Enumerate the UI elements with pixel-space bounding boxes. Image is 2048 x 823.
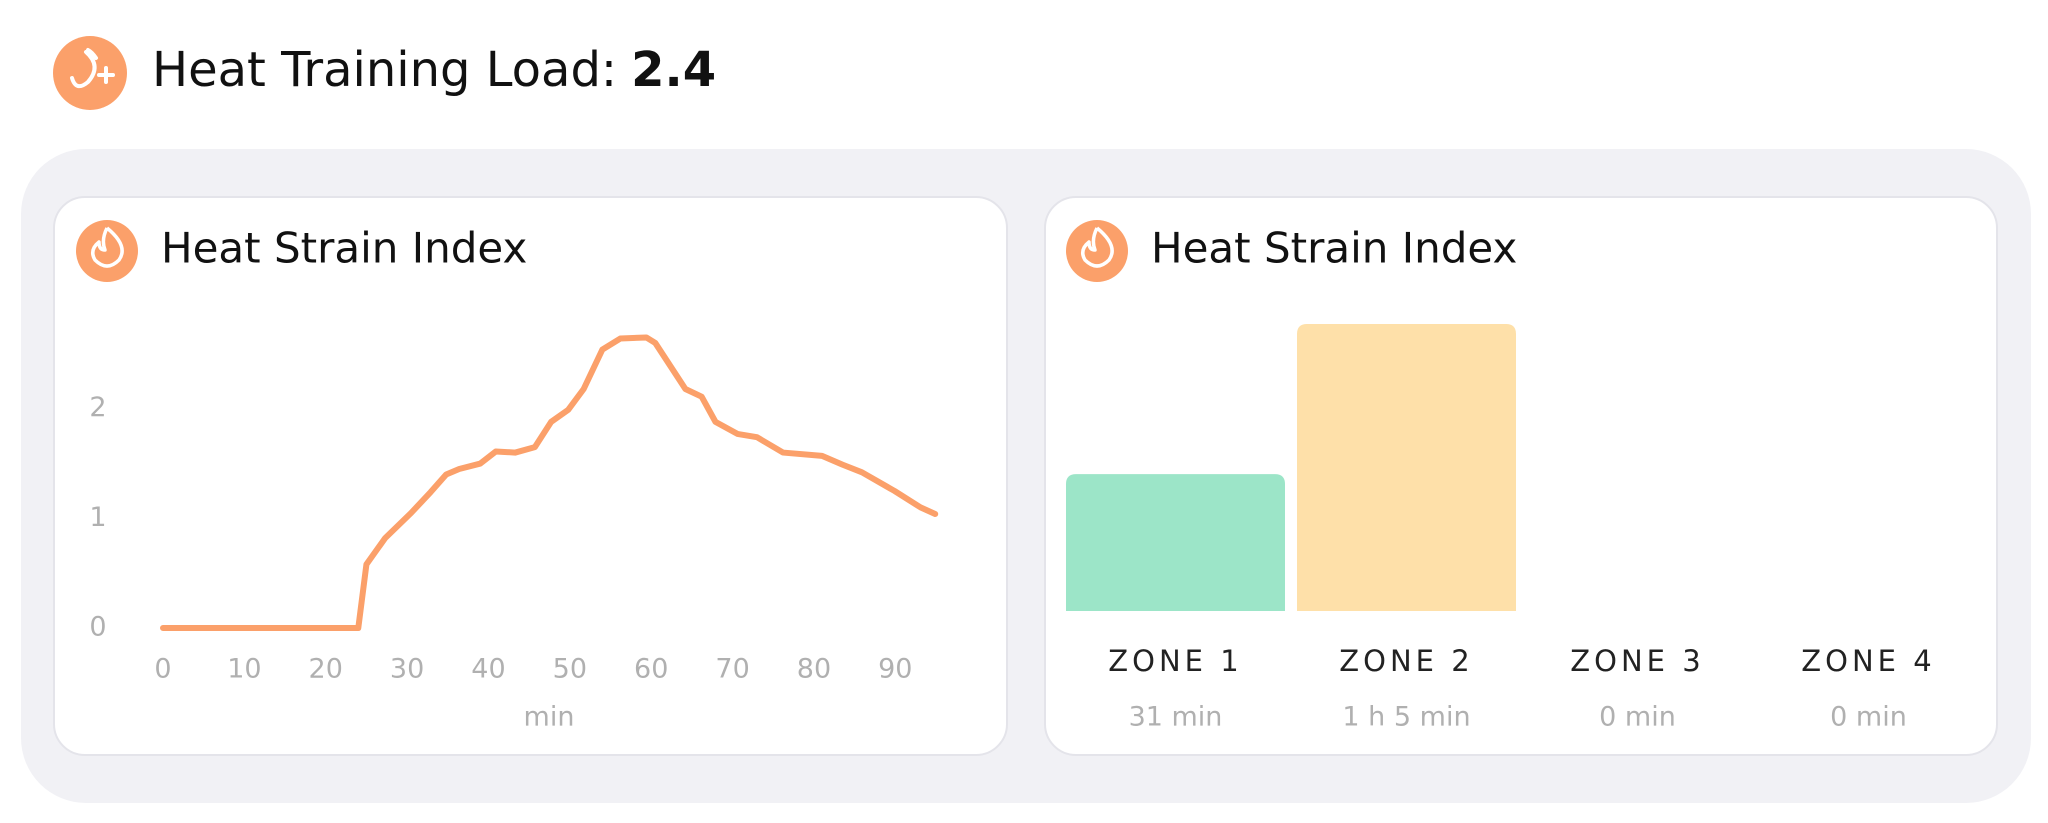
load-icon-glyph [70, 48, 98, 89]
y-tick-label: 2 [89, 392, 106, 423]
bar [1066, 474, 1285, 611]
card-title: Heat Strain Index [1151, 224, 1517, 273]
category-label: ZONE 2 [1339, 644, 1473, 678]
x-tick-label: 80 [797, 654, 831, 685]
bar [1297, 324, 1516, 611]
x-tick-label: 0 [154, 654, 171, 685]
value-label: 1 h 5 min [1342, 702, 1470, 733]
y-tick-label: 1 [89, 502, 106, 533]
flame [91, 226, 124, 268]
category-label: ZONE 4 [1801, 644, 1935, 678]
value-label: 0 min [1830, 702, 1907, 733]
card-icon [1066, 220, 1128, 282]
x-tick-label: 20 [309, 654, 343, 685]
x-tick-label: 40 [471, 654, 505, 685]
x-tick-label: 60 [634, 654, 668, 685]
x-tick-label: 10 [227, 654, 261, 685]
card-icon [76, 220, 138, 282]
x-tick-label: 90 [878, 654, 912, 685]
flame [1081, 226, 1114, 268]
header-value: 2.4 [631, 42, 716, 98]
icon-circle [76, 220, 138, 282]
x-tick-label: 70 [715, 654, 749, 685]
header-title: Heat Training Load: 2.4 [152, 42, 716, 98]
card [53, 196, 1008, 756]
load-icon-plus [97, 66, 115, 84]
category-label: ZONE 3 [1570, 644, 1704, 678]
x-axis-label: min [524, 702, 575, 733]
category-label: ZONE 1 [1108, 644, 1242, 678]
icon-circle [1066, 220, 1128, 282]
x-tick-label: 50 [553, 654, 587, 685]
card-title: Heat Strain Index [161, 224, 527, 273]
load-icon [53, 36, 127, 110]
value-label: 31 min [1129, 702, 1223, 733]
x-tick-label: 30 [390, 654, 424, 685]
value-label: 0 min [1599, 702, 1676, 733]
card [1044, 196, 1998, 756]
header-label: Heat Training Load: [152, 42, 617, 98]
y-tick-label: 0 [89, 612, 106, 643]
line [160, 334, 939, 631]
